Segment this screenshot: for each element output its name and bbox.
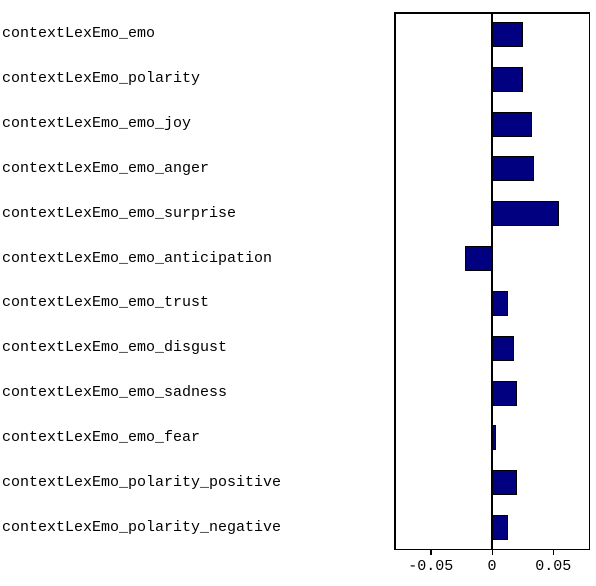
bar [492, 156, 534, 181]
category-label: contextLexEmo_emo_anticipation [2, 250, 272, 267]
bar [465, 246, 492, 271]
x-tick-label: -0.05 [408, 558, 453, 575]
bar [492, 515, 508, 540]
category-label: contextLexEmo_emo_disgust [2, 339, 227, 356]
x-tick [430, 550, 432, 555]
bar [492, 112, 532, 137]
x-tick-label: 0.05 [535, 558, 571, 575]
x-tick [553, 550, 555, 555]
bar [492, 291, 508, 316]
bar [492, 22, 523, 47]
category-label: contextLexEmo_emo_sadness [2, 384, 227, 401]
category-label: contextLexEmo_emo_trust [2, 294, 209, 311]
x-tick-label: 0 [487, 558, 496, 575]
category-label: contextLexEmo_polarity [2, 70, 200, 87]
bar [492, 336, 514, 361]
category-label: contextLexEmo_polarity_negative [2, 519, 281, 536]
bar [492, 67, 523, 92]
axis-line [589, 12, 591, 550]
bar [492, 425, 496, 450]
category-label: contextLexEmo_polarity_positive [2, 474, 281, 491]
category-label: contextLexEmo_emo [2, 25, 155, 42]
bar [492, 201, 559, 226]
category-label: contextLexEmo_emo_anger [2, 160, 209, 177]
chart-container: contextLexEmo_emo contextLexEmo_polarityc… [0, 0, 596, 586]
bar [492, 470, 517, 495]
category-label: contextLexEmo_emo_surprise [2, 205, 236, 222]
axis-line [394, 12, 396, 550]
bar [492, 381, 517, 406]
x-tick [492, 550, 494, 555]
category-label: contextLexEmo_emo_joy [2, 115, 191, 132]
category-label: contextLexEmo_emo_fear [2, 429, 200, 446]
